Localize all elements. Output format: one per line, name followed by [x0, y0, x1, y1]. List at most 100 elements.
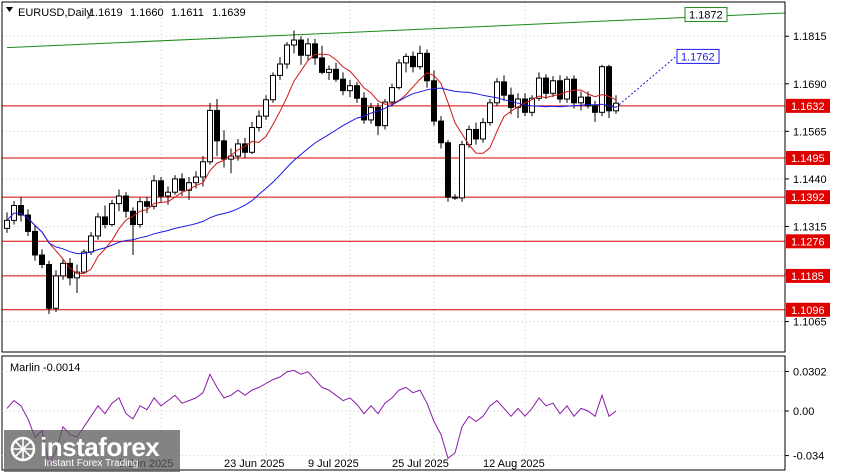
candle-body [452, 196, 458, 199]
chart-header-symbol: EURUSD,Daily [18, 7, 92, 19]
candle-body [18, 205, 24, 216]
candle-body [88, 235, 94, 253]
marlin-axis-label: 0.0302 [793, 366, 827, 378]
marlin-axis-label: 0.00 [793, 406, 814, 418]
candle-body [214, 109, 220, 142]
level-label-bg [786, 98, 830, 113]
level-label: 1.1632 [791, 101, 825, 113]
marlin-indicator: 0.0302 0.00 -0.034 [2, 366, 827, 465]
candle-body [200, 161, 206, 178]
candle-body [207, 109, 213, 163]
candle-body [298, 39, 304, 56]
level-label: 1.1495 [791, 153, 825, 165]
trendline-label-box [684, 7, 728, 23]
candle-body [144, 201, 150, 207]
marlin-axis-label: -0.034 [793, 451, 824, 463]
candle-body [487, 102, 493, 124]
candle-body [389, 87, 395, 103]
candle-body [39, 254, 45, 266]
candle-body [32, 230, 38, 256]
price-labels: 1.1632 1.1495 1.1392 1.1276 1.1185 1.1096 1.18… [676, 7, 830, 317]
candle-body [592, 105, 598, 113]
candle-body [165, 191, 171, 197]
candle-body [382, 101, 388, 127]
candle-body [74, 271, 80, 279]
candle-body [270, 74, 276, 101]
blue-moving-average [6, 87, 617, 255]
candle-body [410, 55, 416, 68]
grid-lines [2, 2, 785, 470]
level-label: 1.1096 [791, 305, 825, 317]
level-label-bg [786, 302, 830, 317]
date-axis-label: 23 Jun 2025 [224, 458, 285, 470]
price-axis-label: 1.1440 [793, 174, 827, 186]
candle-body [179, 178, 185, 191]
main-pane-frame [1, 1, 786, 353]
candle-body [186, 182, 192, 191]
candle-body [424, 52, 430, 82]
candle-body [46, 264, 52, 309]
candle-body [102, 216, 108, 226]
candle-body [585, 96, 591, 107]
candle-body [564, 78, 570, 100]
marlin-label: Marlin -0.0014 [10, 362, 80, 374]
level-label-bg [786, 268, 830, 283]
price-axis-label: 1.1690 [793, 79, 827, 91]
candle-body [284, 44, 290, 65]
trendline-label: 1.1872 [689, 10, 723, 22]
candle-body [81, 251, 87, 273]
green-trendline [6, 12, 786, 49]
candle-body [396, 62, 402, 89]
candle-body [340, 78, 346, 92]
candle-body [25, 214, 31, 232]
price-axis-label: 1.1815 [793, 31, 827, 43]
candle-body [550, 80, 556, 94]
level-label-bg [786, 190, 830, 205]
chart-header-close: 1.1639 [212, 7, 246, 19]
candle-body [109, 203, 115, 226]
candle-body [543, 77, 549, 94]
level-label-bg [786, 150, 830, 165]
candle-body [347, 85, 353, 92]
candle-body [375, 106, 381, 127]
candle-body [354, 85, 360, 99]
chart-header-low: 1.1611 [171, 7, 204, 19]
price-axis-label: 1.1565 [793, 126, 827, 138]
candle-body [291, 39, 297, 46]
indicator-pane-frame [1, 355, 786, 471]
candle-body [277, 63, 283, 76]
candle-body [256, 115, 262, 129]
candle-body [459, 144, 465, 199]
level-label: 1.1185 [791, 271, 824, 283]
red-moving-average [27, 53, 617, 275]
candle-body [473, 128, 479, 140]
candle-body [95, 216, 101, 237]
blue-ma-label: 1.1762 [681, 51, 715, 63]
candle-body [480, 122, 486, 140]
candles-series [4, 30, 619, 314]
candle-body [305, 43, 311, 56]
candle-body [599, 66, 605, 113]
candle-body [263, 99, 269, 117]
candle-body [536, 77, 542, 99]
candle-body [431, 80, 437, 122]
dropdown-triangle-icon[interactable] [6, 7, 13, 12]
candle-body [151, 180, 157, 207]
candle-body [249, 127, 255, 153]
candle-body [4, 219, 10, 229]
blue-ma-connector [615, 56, 677, 108]
candle-body [417, 52, 423, 68]
watermark-brand: instaforex [40, 432, 160, 462]
instaforex-watermark: instaforex Instant Forex Trading [4, 430, 180, 472]
instaforex-logo-icon [10, 436, 36, 462]
marlin-line [6, 369, 617, 465]
candle-body [221, 140, 227, 160]
candle-body [326, 68, 332, 73]
candle-body [606, 66, 612, 112]
level-label-bg [786, 234, 830, 249]
moving-averages [6, 53, 677, 275]
candle-body [130, 210, 136, 226]
candle-body [137, 201, 143, 226]
candle-body [116, 195, 122, 205]
